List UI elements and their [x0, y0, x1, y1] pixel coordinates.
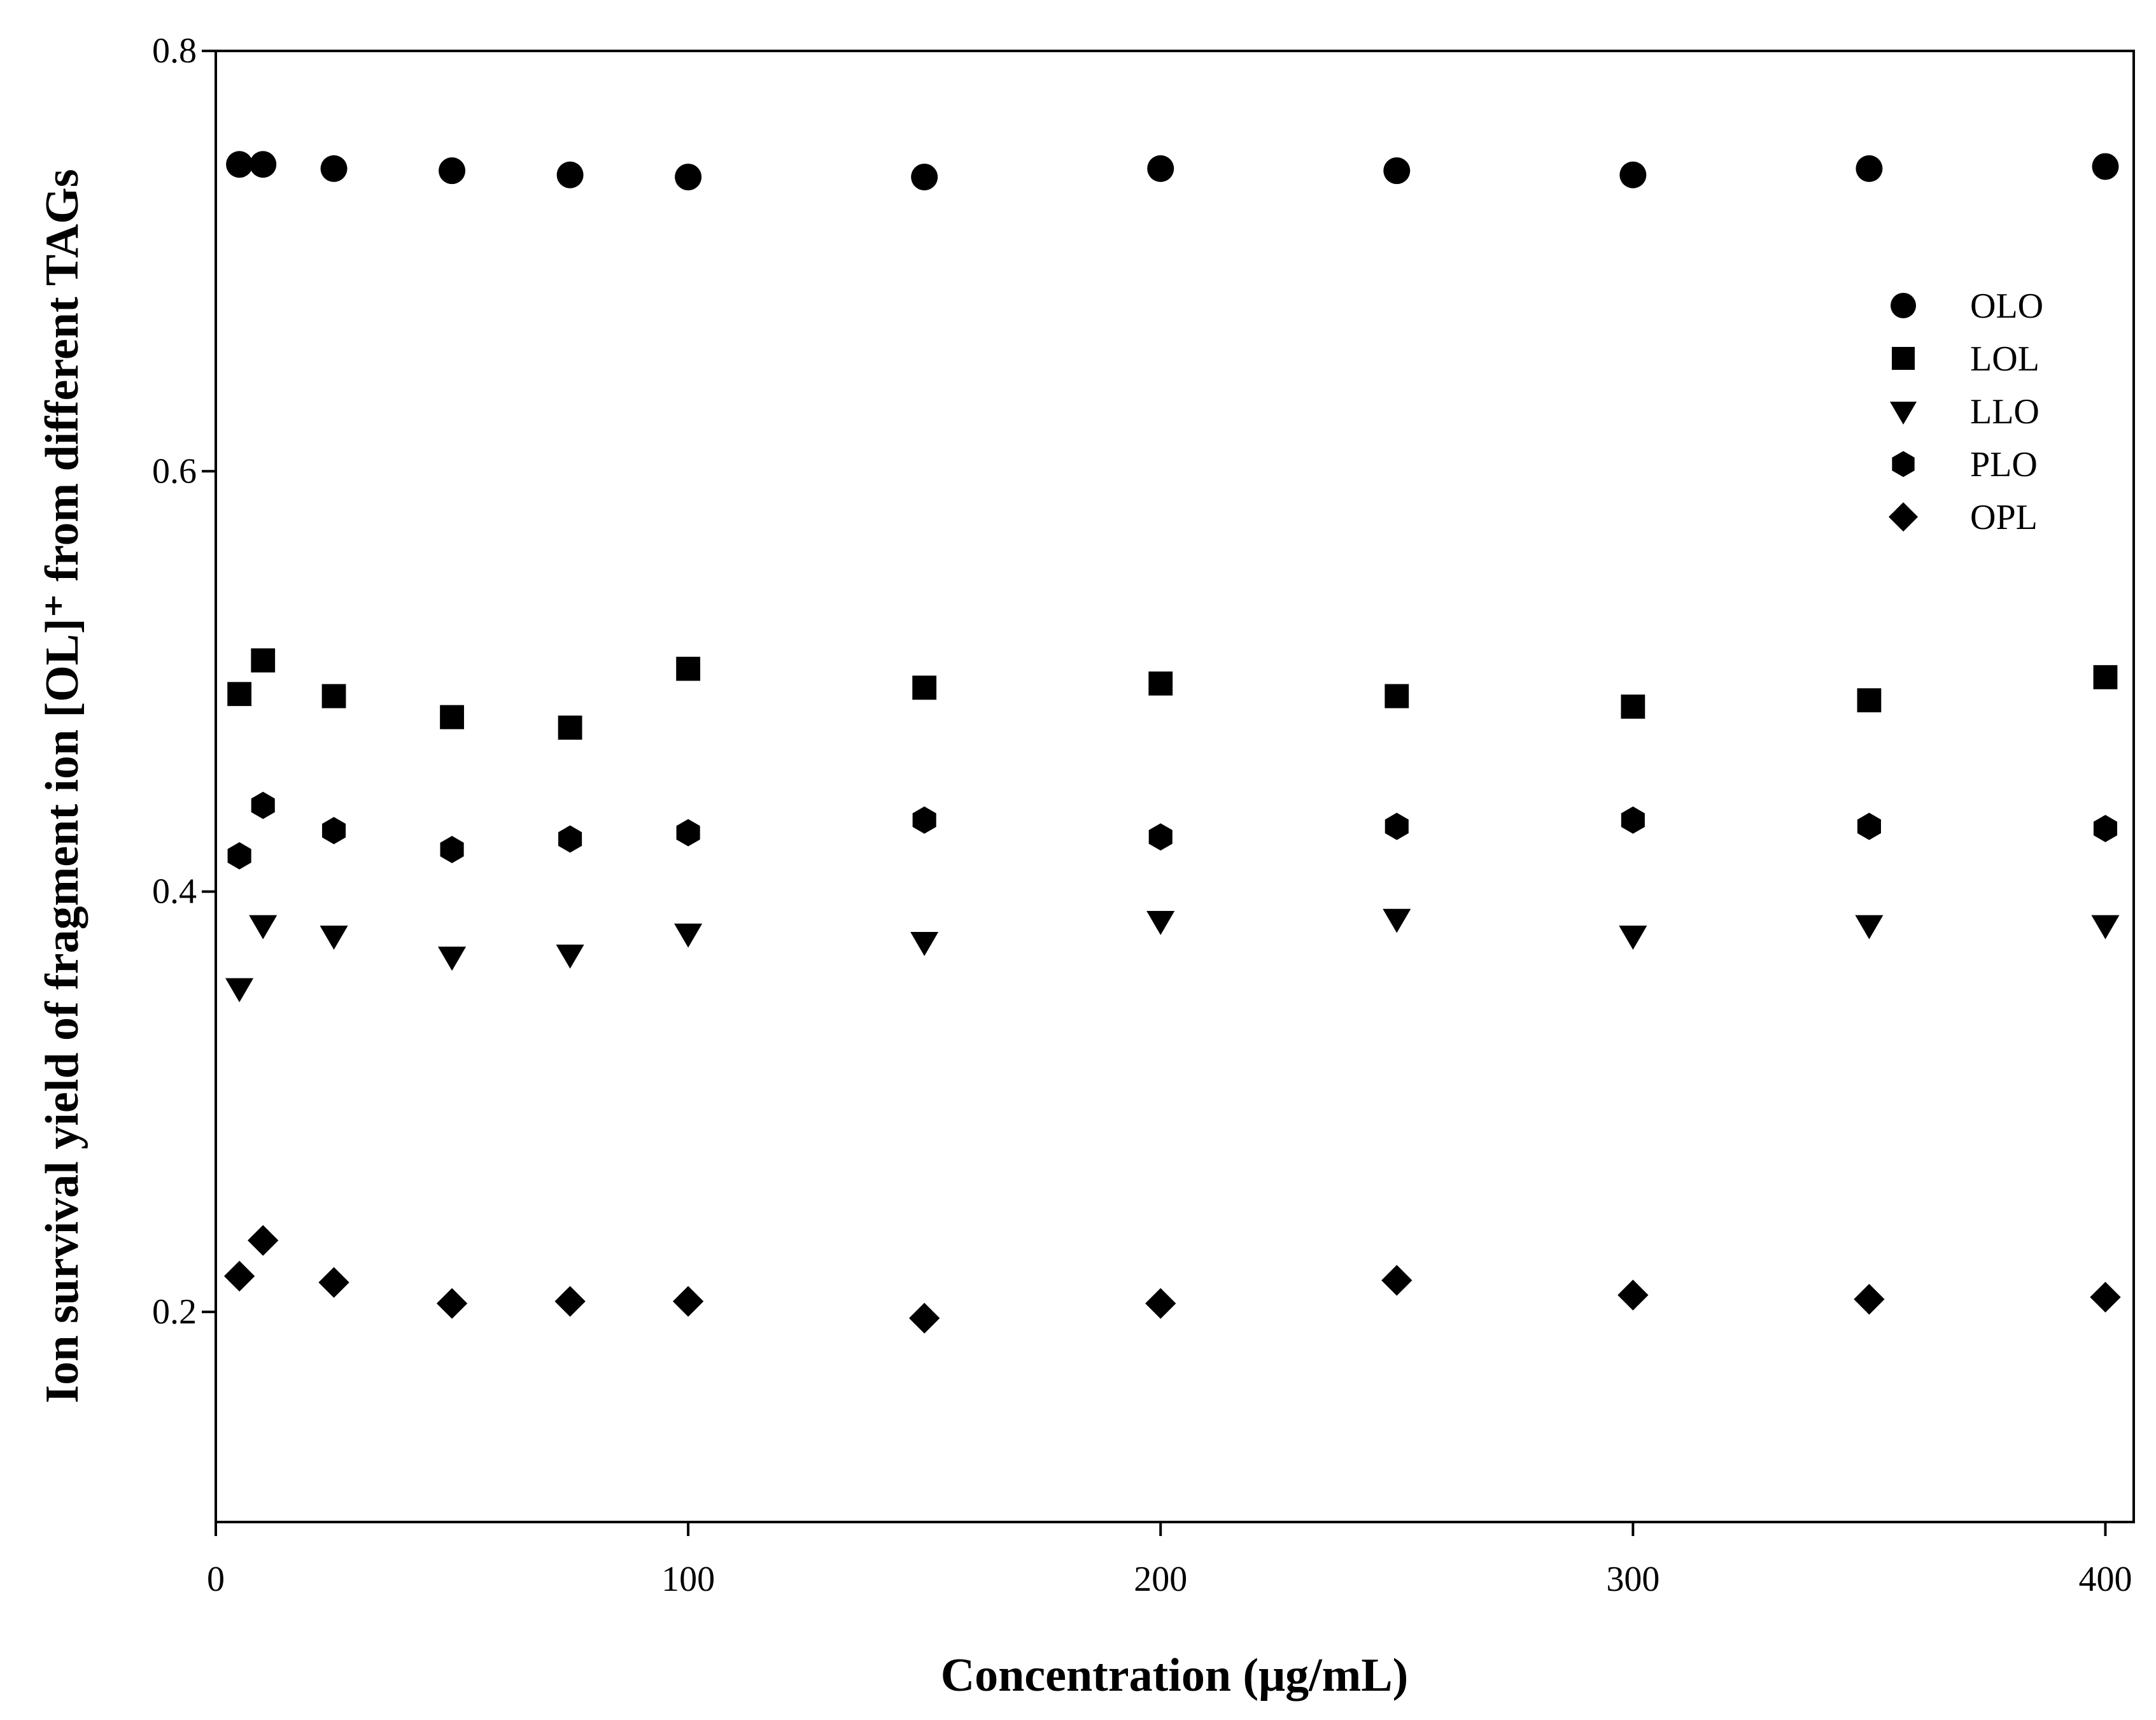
data-point-lol	[558, 715, 582, 740]
data-point-opl	[1854, 1283, 1885, 1315]
data-point-opl	[1145, 1288, 1176, 1319]
data-point-plo	[227, 842, 251, 870]
legend-label: LOL	[1970, 339, 2040, 379]
data-point-olo	[1147, 155, 1174, 182]
data-point-opl	[2090, 1281, 2121, 1313]
data-point-opl	[1617, 1279, 1649, 1311]
data-point-lol	[1148, 671, 1173, 696]
data-point-lol	[440, 705, 464, 730]
legend-marker-lol	[1892, 347, 1915, 370]
x-axis: 0 100 200 300 400	[207, 1522, 2132, 1599]
data-point-olo	[911, 164, 938, 191]
data-point-olo	[1619, 161, 1647, 188]
legend-marker-opl	[1889, 502, 1918, 532]
data-point-opl	[223, 1260, 255, 1292]
x-tick-label: 300	[1606, 1560, 1659, 1599]
y-axis-title: Ion survival yield of fragment ion [OL]⁺…	[36, 169, 88, 1404]
data-point-plo	[251, 791, 275, 819]
legend-label: PLO	[1970, 445, 2038, 484]
data-point-lol	[251, 648, 276, 673]
legend-marker-olo	[1891, 293, 1916, 318]
data-point-plo	[676, 819, 700, 847]
data-point-opl	[909, 1302, 940, 1334]
legend-label: LLO	[1970, 392, 2040, 432]
data-point-llo	[1619, 926, 1647, 950]
data-point-olo	[675, 164, 702, 191]
data-point-lol	[227, 682, 252, 707]
x-axis-title: Concentration (μg/mL)	[941, 1649, 1409, 1702]
data-point-llo	[249, 915, 278, 940]
data-point-opl	[1381, 1265, 1413, 1296]
data-point-opl	[672, 1286, 704, 1317]
x-tick-label: 0	[207, 1560, 225, 1599]
data-point-olo	[1856, 155, 1883, 182]
data-point-olo	[250, 151, 277, 178]
data-point-opl	[248, 1225, 279, 1256]
legend-label: OLO	[1970, 286, 2043, 326]
data-point-plo	[912, 806, 936, 834]
data-point-lol	[2093, 665, 2118, 689]
series-plo	[227, 791, 2118, 870]
data-point-olo	[320, 155, 348, 182]
legend: OLO LOL LLO PLO OPL	[1889, 286, 2043, 537]
legend-item-lol: LOL	[1892, 339, 2040, 379]
data-point-llo	[1855, 915, 1884, 940]
data-point-llo	[1146, 911, 1175, 935]
data-point-lol	[676, 656, 701, 681]
data-point-lol	[912, 675, 937, 700]
y-tick-label: 0.2	[152, 1292, 197, 1332]
data-point-opl	[554, 1286, 586, 1317]
legend-item-plo: PLO	[1892, 445, 2038, 484]
data-point-lol	[1621, 694, 1645, 719]
data-point-llo	[674, 923, 703, 948]
data-point-olo	[1383, 157, 1411, 185]
data-point-plo	[1857, 812, 1881, 840]
data-point-llo	[2091, 915, 2120, 940]
x-tick-label: 100	[661, 1560, 715, 1599]
legend-marker-plo	[1892, 451, 1915, 477]
x-tick-label: 200	[1134, 1560, 1187, 1599]
data-point-plo	[1621, 806, 1645, 834]
series-olo	[226, 151, 2119, 191]
series-opl	[223, 1225, 2121, 1334]
data-point-llo	[910, 932, 939, 956]
legend-marker-llo	[1890, 402, 1917, 425]
data-point-olo	[439, 157, 466, 185]
x-tick-label: 400	[2078, 1560, 2132, 1599]
data-point-olo	[226, 151, 253, 178]
data-point-lol	[1384, 684, 1409, 708]
y-axis: 0.2 0.4 0.6 0.8	[152, 31, 216, 1332]
legend-label: OPL	[1970, 498, 2038, 537]
plot-frame	[215, 50, 2135, 1523]
legend-item-opl: OPL	[1889, 498, 2038, 537]
y-tick-label: 0.8	[152, 31, 197, 71]
data-point-opl	[318, 1267, 349, 1298]
data-point-llo	[438, 947, 467, 971]
y-tick-label: 0.4	[152, 872, 197, 912]
data-point-llo	[1383, 908, 1411, 933]
data-point-plo	[1148, 823, 1173, 851]
data-point-llo	[225, 978, 254, 1003]
data-point-llo	[556, 944, 584, 969]
data-point-plo	[321, 817, 346, 845]
data-point-plo	[1384, 812, 1409, 840]
legend-item-olo: OLO	[1891, 286, 2043, 326]
data-points	[223, 151, 2121, 1334]
y-tick-label: 0.6	[152, 451, 197, 491]
data-point-opl	[436, 1288, 468, 1319]
data-point-plo	[558, 825, 582, 853]
data-point-lol	[321, 684, 346, 708]
legend-item-llo: LLO	[1890, 392, 2040, 432]
series-lol	[227, 648, 2118, 740]
data-point-llo	[320, 926, 348, 950]
data-point-olo	[2092, 153, 2119, 180]
data-point-plo	[440, 836, 464, 863]
data-point-lol	[1857, 688, 1882, 713]
data-point-plo	[2093, 815, 2118, 842]
series-llo	[225, 908, 2120, 1003]
data-point-olo	[556, 161, 584, 188]
